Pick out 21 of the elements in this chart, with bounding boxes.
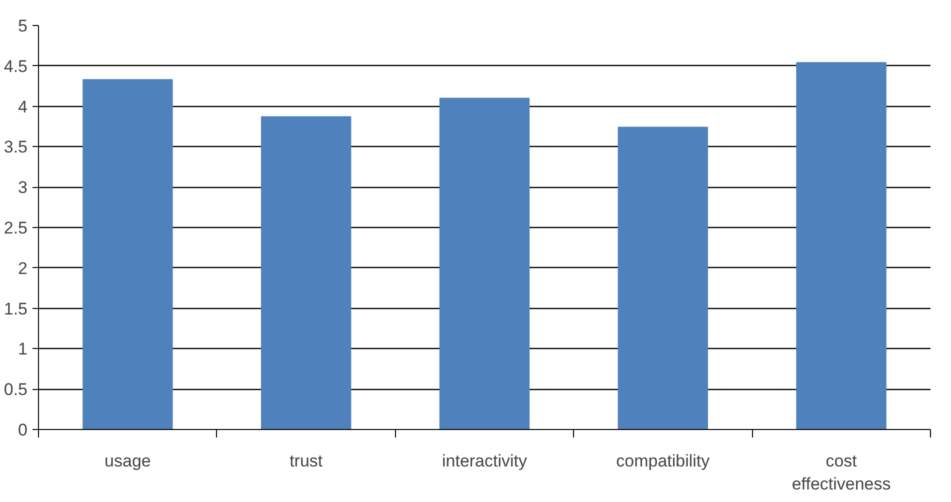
y-tick-label: 4.5: [4, 56, 28, 76]
x-tick-label: trust: [290, 452, 323, 470]
y-tick-label: 0: [18, 420, 28, 440]
y-tick-label: 1.5: [4, 299, 28, 318]
bar: [261, 116, 352, 430]
bar: [82, 79, 173, 430]
y-tick-label: 1: [18, 340, 28, 359]
bar: [439, 98, 530, 430]
bar: [618, 126, 708, 430]
y-tick-label: 5: [18, 16, 28, 36]
y-tick-label: 3: [18, 178, 28, 198]
y-tick-label: 4: [18, 97, 28, 116]
x-tick-label: cost effectiveness: [792, 452, 891, 494]
y-tick-label: 2: [18, 258, 28, 278]
bar: [796, 62, 886, 430]
y-tick-label: 0.5: [4, 380, 28, 400]
y-tick-label: 2.5: [4, 218, 28, 238]
x-tick-label: compatibility: [616, 452, 710, 470]
x-tick-label: usage: [104, 452, 151, 470]
x-tick-label: interactivity: [442, 452, 528, 470]
y-tick-label: 3.5: [4, 138, 28, 157]
